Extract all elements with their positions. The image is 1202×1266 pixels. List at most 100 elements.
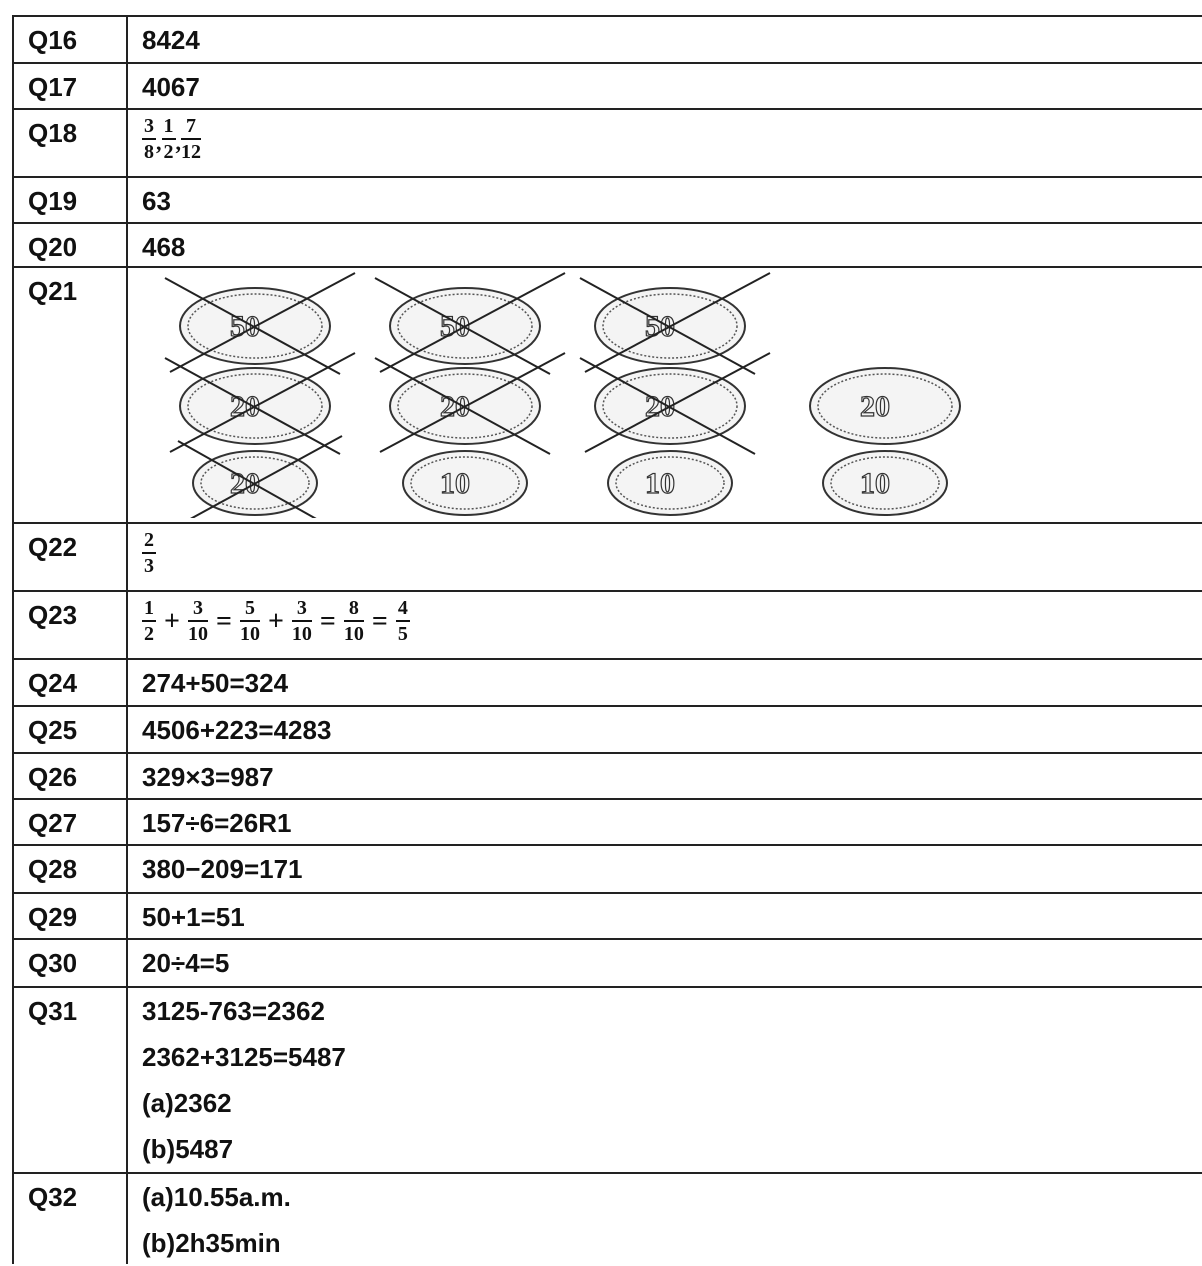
coin: 10 bbox=[822, 450, 948, 516]
coin-rim bbox=[822, 450, 948, 516]
coin: 20 bbox=[579, 352, 771, 455]
answer-cell: 380−209=171 bbox=[142, 846, 303, 892]
fraction: 7 12 bbox=[181, 114, 201, 164]
answer-line: 274+50=324 bbox=[142, 668, 289, 698]
answer-line: 50+1=51 bbox=[142, 902, 245, 932]
answer-cell: 329×3=987 bbox=[142, 754, 274, 800]
answer-line: 2362+3125=5487 bbox=[142, 1042, 346, 1072]
coin: 20 bbox=[374, 352, 566, 455]
answer-line: (a)10.55a.m. bbox=[142, 1182, 291, 1212]
denominator: 12 bbox=[181, 141, 201, 163]
coin-label: 20 bbox=[860, 390, 890, 423]
coin-label: 10 bbox=[440, 467, 470, 500]
denominator: 10 bbox=[291, 623, 312, 645]
operator: = bbox=[215, 606, 232, 637]
answer-line: (a)2362 bbox=[142, 1088, 232, 1118]
cross-line bbox=[379, 352, 566, 453]
answer-cell: 8424 bbox=[142, 17, 200, 63]
cross-line bbox=[379, 272, 566, 373]
table-row: Q23 1 2 +3 10 = 5 10 +3 10 = 8 10 = 4 5 bbox=[12, 590, 1202, 658]
answer-cell: 3125-763=2362 2362+3125=5487 (a)2362 (b)548… bbox=[142, 988, 346, 1172]
numerator: 3 bbox=[291, 596, 312, 622]
coin-inner bbox=[602, 373, 738, 439]
coin-inner bbox=[830, 456, 940, 510]
coin-inner bbox=[200, 456, 310, 510]
question-cell: Q29 bbox=[12, 894, 128, 938]
question-cell: Q25 bbox=[12, 707, 128, 752]
numerator: 1 bbox=[161, 114, 176, 140]
answer-cell: 63 bbox=[142, 178, 171, 224]
coin-inner bbox=[187, 373, 323, 439]
coin: 10 bbox=[402, 450, 528, 516]
table-row: Q21 50 50 50 20 20 20 20 20 10 10 10 bbox=[12, 266, 1202, 522]
table-row: Q16 8424 bbox=[12, 15, 1202, 62]
answer-line: 329×3=987 bbox=[142, 762, 274, 792]
question-cell: Q32 bbox=[12, 1174, 128, 1264]
cross-line bbox=[164, 357, 341, 455]
answer-cell: 274+50=324 bbox=[142, 660, 288, 706]
coin: 20 bbox=[809, 367, 961, 445]
question-cell: Q31 bbox=[12, 988, 128, 1172]
question-cell: Q24 bbox=[12, 660, 128, 705]
coin-rim bbox=[809, 367, 961, 445]
numerator: 5 bbox=[239, 596, 260, 622]
cross-line bbox=[579, 277, 756, 375]
question-cell: Q22 bbox=[12, 524, 128, 590]
coin: 50 bbox=[579, 272, 771, 375]
answer-cell: 3 8, 1 2, 7 12 bbox=[142, 110, 201, 164]
denominator: 5 bbox=[397, 623, 408, 645]
table-row: Q20 468 bbox=[12, 222, 1202, 266]
answer-cell: 468 bbox=[142, 224, 185, 270]
question-cell: Q26 bbox=[12, 754, 128, 798]
question-cell: Q18 bbox=[12, 110, 128, 176]
separator: , bbox=[156, 130, 162, 155]
coin-inner bbox=[410, 456, 520, 510]
answer-cell: (a)10.55a.m. (b)2h35min bbox=[142, 1174, 291, 1266]
denominator: 10 bbox=[239, 623, 260, 645]
separator: , bbox=[175, 130, 182, 155]
numerator: 4 bbox=[395, 596, 410, 622]
answer-cell: 4506+223=4283 bbox=[142, 707, 331, 753]
table-row: Q31 3125-763=2362 2362+3125=5487 (a)2362 (b)… bbox=[12, 986, 1202, 1172]
coin: 50 bbox=[164, 272, 356, 375]
question-cell: Q23 bbox=[12, 592, 128, 658]
table-row: Q32 (a)10.55a.m. (b)2h35min bbox=[12, 1172, 1202, 1264]
denominator: 8 bbox=[144, 141, 154, 163]
answer-line: 468 bbox=[142, 232, 186, 262]
answer-line: 380−209=171 bbox=[142, 854, 303, 884]
numerator: 3 bbox=[142, 114, 156, 140]
denominator: 10 bbox=[343, 623, 364, 645]
cross-line bbox=[164, 277, 341, 375]
cross-line bbox=[579, 357, 756, 455]
table-row: Q17 4067 bbox=[12, 62, 1202, 108]
cross-line bbox=[190, 435, 343, 518]
cross-line bbox=[584, 352, 771, 453]
answer-line: (b)5487 bbox=[142, 1134, 234, 1164]
answer-line: 8424 bbox=[142, 25, 200, 55]
coin-inner bbox=[602, 293, 738, 359]
denominator: 2 bbox=[163, 141, 174, 163]
table-row: Q18 3 8, 1 2, 7 12 bbox=[12, 108, 1202, 176]
coin-label: 10 bbox=[860, 467, 890, 500]
question-cell: Q21 bbox=[12, 268, 128, 522]
cross-line bbox=[584, 272, 771, 373]
cross-line bbox=[374, 357, 551, 455]
answer-cell: 1 2 +3 10 = 5 10 +3 10 = 8 10 = 4 5 bbox=[142, 592, 410, 646]
operator: = bbox=[371, 606, 388, 637]
question-cell: Q27 bbox=[12, 800, 128, 844]
coin: 50 bbox=[374, 272, 566, 375]
operator: + bbox=[164, 606, 180, 637]
question-cell: Q20 bbox=[12, 224, 128, 266]
denominator: 3 bbox=[144, 555, 154, 577]
table-row: Q19 63 bbox=[12, 176, 1202, 222]
numerator: 8 bbox=[343, 596, 364, 622]
denominator: 10 bbox=[187, 623, 208, 645]
answer-cell: 20÷4=5 bbox=[142, 940, 229, 986]
coin-label: 10 bbox=[645, 467, 675, 500]
cross-line bbox=[169, 272, 356, 373]
